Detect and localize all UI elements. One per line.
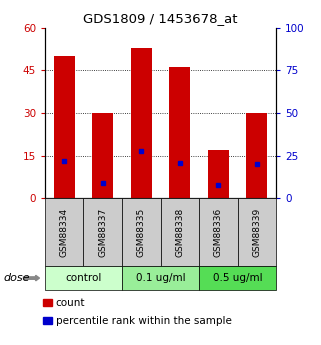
Text: 0.5 ug/ml: 0.5 ug/ml [213,273,262,283]
Text: 0.1 ug/ml: 0.1 ug/ml [136,273,185,283]
Text: percentile rank within the sample: percentile rank within the sample [56,316,231,325]
Text: GSM88338: GSM88338 [175,207,184,257]
Bar [246,113,267,198]
Text: dose: dose [3,273,30,283]
Text: GSM88337: GSM88337 [98,207,107,257]
Bar [131,48,152,198]
Text: GSM88339: GSM88339 [252,207,261,257]
Text: GSM88335: GSM88335 [137,207,146,257]
Text: control: control [65,273,102,283]
Bar [208,150,229,198]
Bar [54,56,75,198]
Text: count: count [56,298,85,307]
Bar [169,68,190,198]
Bar [92,113,113,198]
Text: GSM88334: GSM88334 [60,207,69,257]
Text: GDS1809 / 1453678_at: GDS1809 / 1453678_at [83,12,238,25]
Text: GSM88336: GSM88336 [214,207,223,257]
